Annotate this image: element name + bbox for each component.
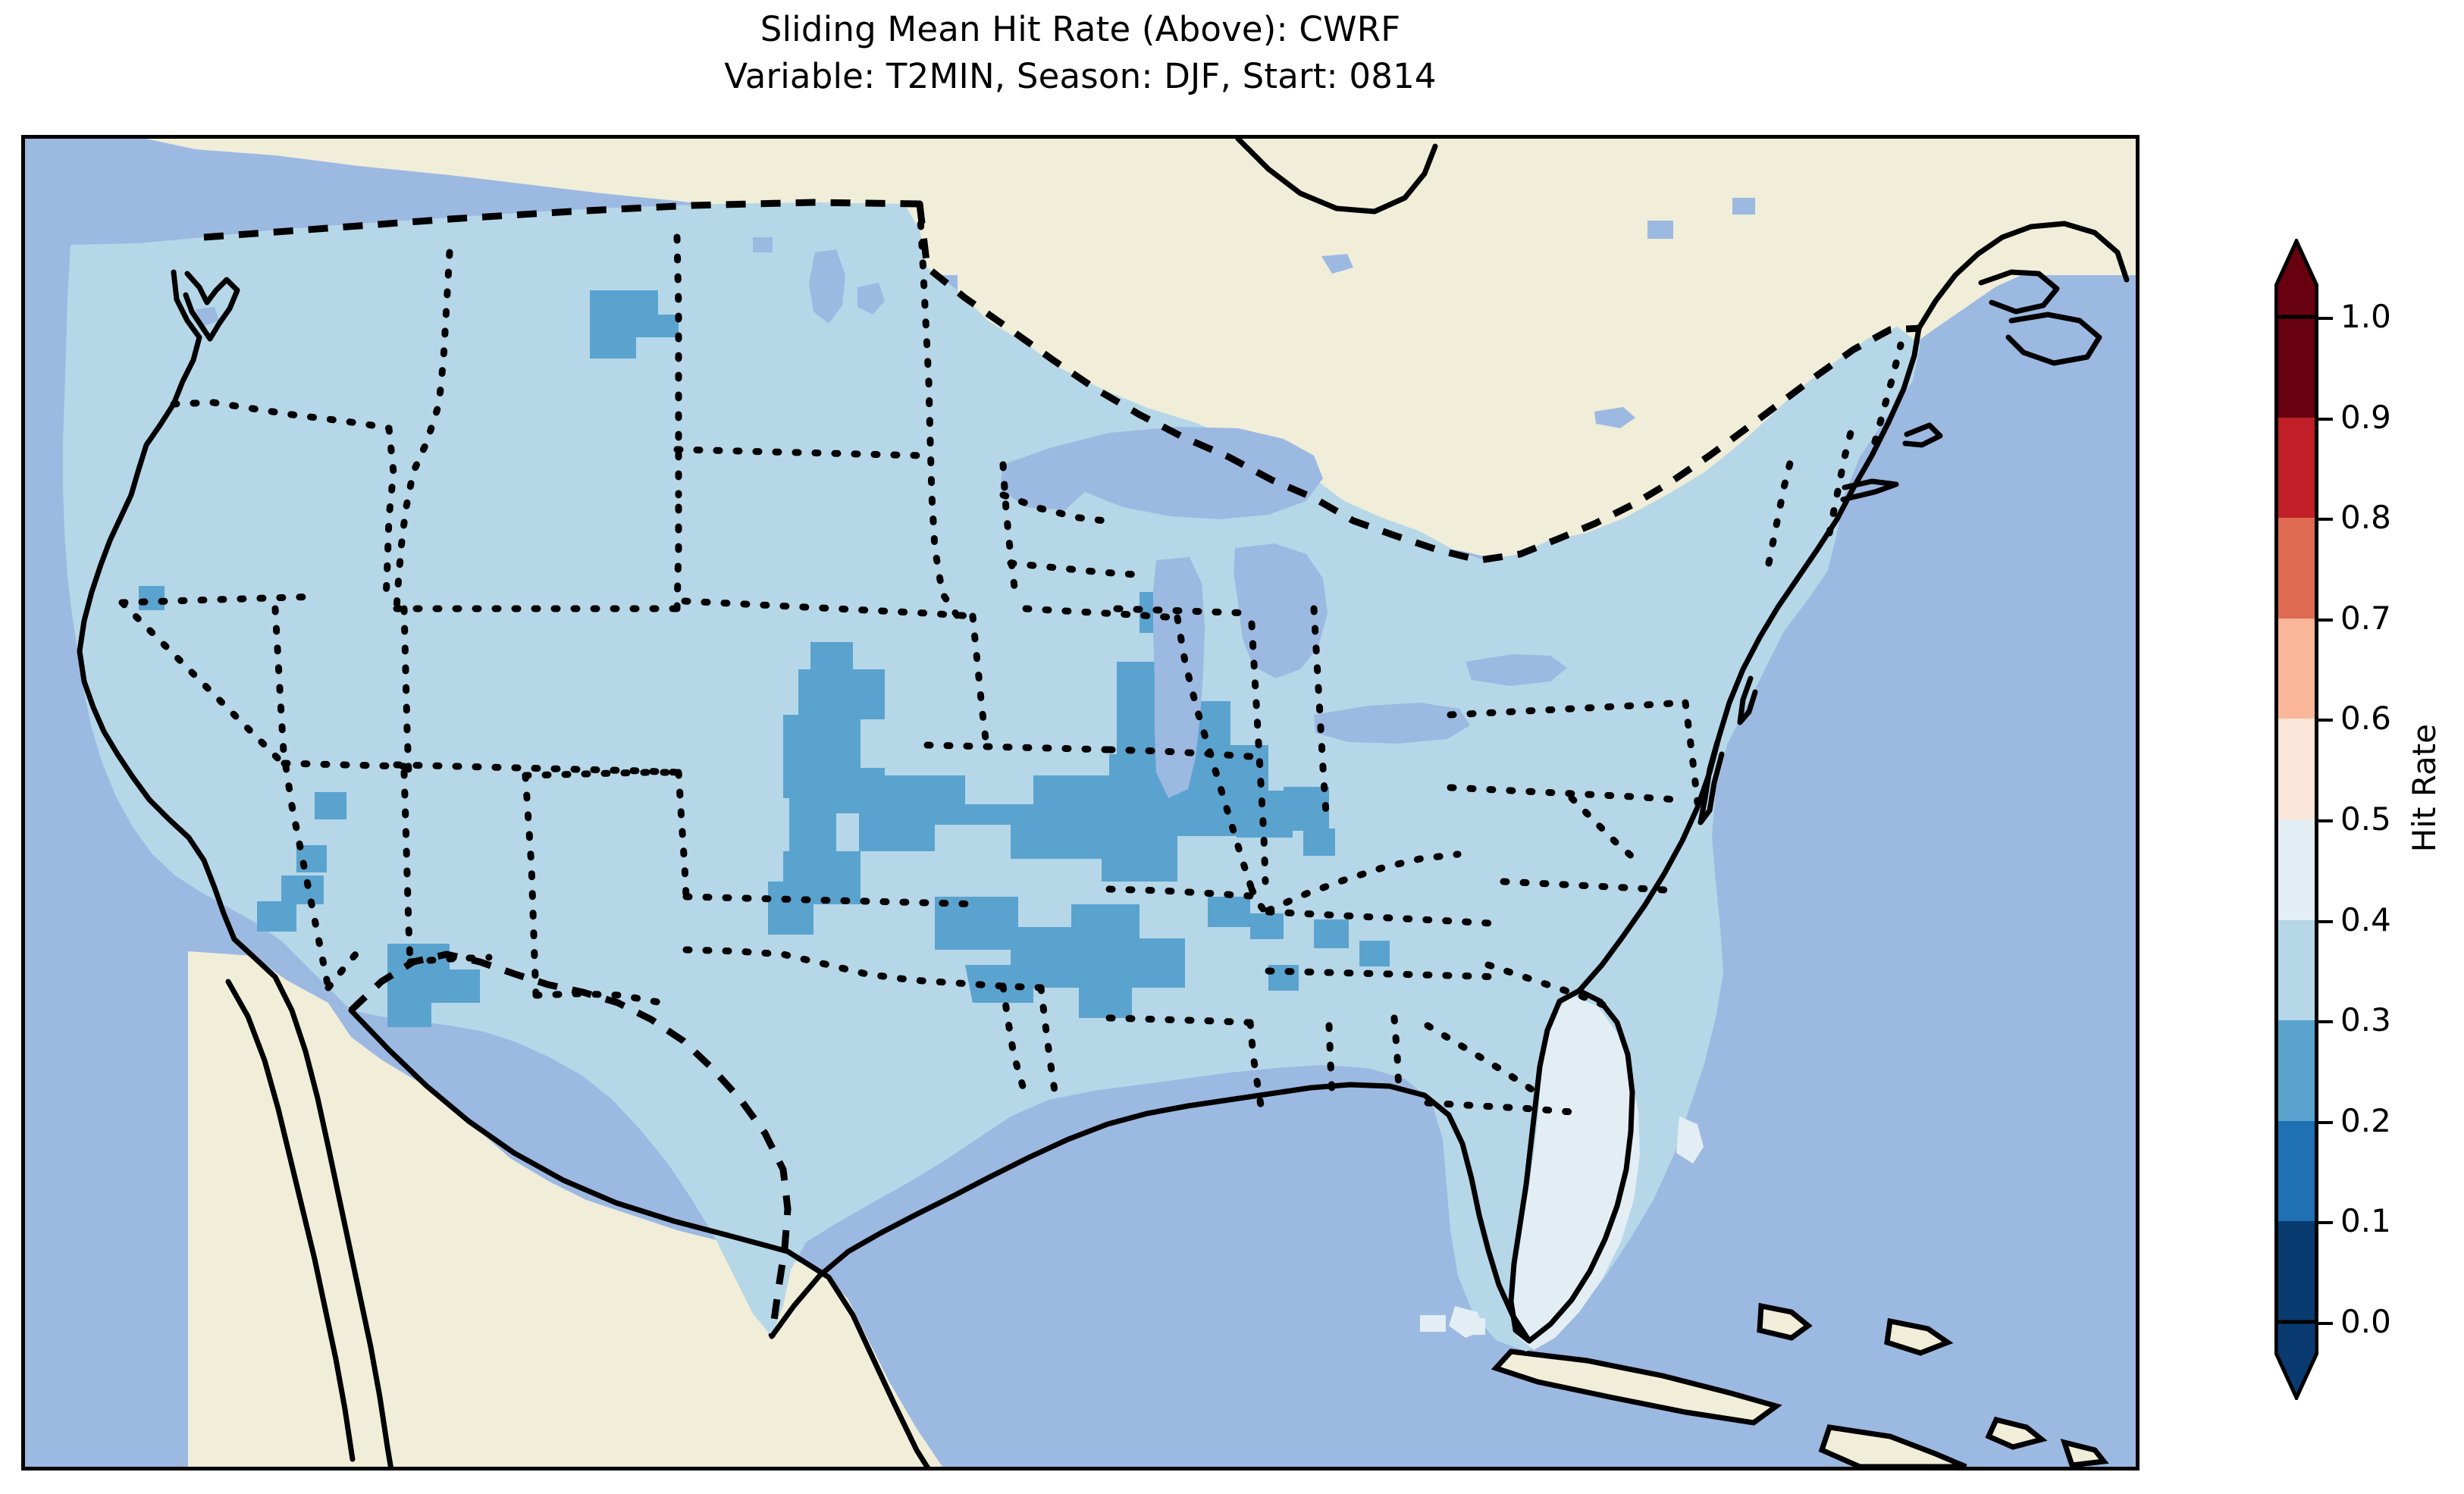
band-0.2-0.3-regions <box>139 290 1390 1027</box>
map-axes[interactable] <box>21 135 2140 1471</box>
colorbar-segment <box>2274 919 2318 1021</box>
colorbar-tick-mark <box>2318 719 2333 722</box>
band-0.4-0.5-regions <box>1420 995 1704 1350</box>
colorbar-tick-label: 0.3 <box>2340 1001 2391 1039</box>
colorbar-tick-label: 0.4 <box>2340 900 2391 938</box>
chart-title-block: Sliding Mean Hit Rate (Above): CWRF Vari… <box>0 6 2161 100</box>
international-borders <box>203 199 1921 1337</box>
colorbar-tick-mark <box>2318 518 2333 521</box>
map-plot[interactable] <box>25 139 2136 1467</box>
colorbar-segment <box>2274 417 2318 518</box>
colorbar-segment <box>2274 1120 2318 1222</box>
page-subtitle: Variable: T2MIN, Season: DJF, Start: 081… <box>724 56 1437 96</box>
colorbar-segment <box>2274 719 2318 819</box>
colorbar-tick-label: 0.6 <box>2340 700 2391 738</box>
mexico-land-region <box>188 951 942 1467</box>
colorbar-tick-label: 0.7 <box>2340 599 2391 637</box>
colorbar-tick-mark <box>2318 618 2333 622</box>
colorbar-over-arrow <box>2274 239 2318 317</box>
colorbar-tick-label: 1.0 <box>2340 298 2391 335</box>
colorbar-tick-mark <box>2318 1120 2333 1124</box>
colorbar-tick-mark <box>2318 1020 2333 1024</box>
colorbar-tick-label: 0.8 <box>2340 499 2391 537</box>
colorbar-tick-label: 0.5 <box>2340 800 2391 838</box>
colorbar-segment <box>2274 1020 2318 1121</box>
colorbar-tick-mark <box>2318 1221 2333 1225</box>
colorbar-segment <box>2274 317 2318 418</box>
conus-data-field <box>63 202 1920 1351</box>
colorbar-axis-label: Hit Rate <box>2406 724 2443 853</box>
colorbar-segment <box>2274 1221 2318 1322</box>
colorbar-tick-mark <box>2318 819 2333 822</box>
great-lakes <box>196 198 1755 798</box>
colorbar-segment <box>2274 518 2318 619</box>
state-borders <box>118 200 1904 1119</box>
coastlines <box>77 139 2130 1467</box>
colorbar-segment <box>2274 618 2318 719</box>
baja-peninsula <box>215 982 386 1467</box>
colorbar-tick-mark <box>2318 417 2333 421</box>
colorbar[interactable]: 0.0 0.1 0.2 0.3 0.4 0.5 0.6 0.7 0.8 0.9 1.0 Hit Ra… <box>2271 239 2453 1400</box>
colorbar-gradient[interactable] <box>2274 317 2318 1322</box>
colorbar-tick-label: 0.0 <box>2340 1303 2391 1340</box>
colorbar-tick-label: 0.9 <box>2340 398 2391 436</box>
colorbar-tick-label: 0.1 <box>2340 1202 2391 1240</box>
colorbar-segment <box>2274 819 2318 920</box>
colorbar-tick-label: 0.2 <box>2340 1101 2391 1139</box>
colorbar-tick-mark <box>2318 317 2333 320</box>
caribbean-islands <box>1491 1302 2109 1467</box>
colorbar-tick-mark <box>2318 919 2333 923</box>
page-title: Sliding Mean Hit Rate (Above): CWRF <box>760 9 1401 49</box>
colorbar-under-arrow <box>2274 1322 2318 1400</box>
colorbar-tick-mark <box>2318 1322 2333 1325</box>
